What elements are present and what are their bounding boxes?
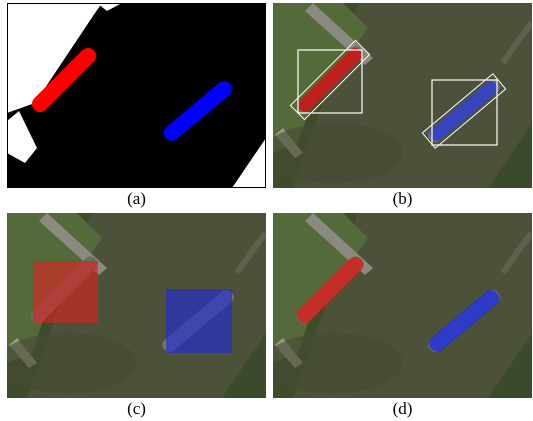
segmentation-panel [273,213,532,398]
hbox-panel [7,213,266,398]
panel-label: (c) [7,399,266,419]
panel-label: (a) [7,189,266,209]
panel-label: (b) [273,189,532,209]
panel-label: (d) [273,399,532,419]
box-panel [273,3,532,188]
figure: (a) (b) (c) (d) [0,0,533,421]
mask-panel [7,3,266,188]
